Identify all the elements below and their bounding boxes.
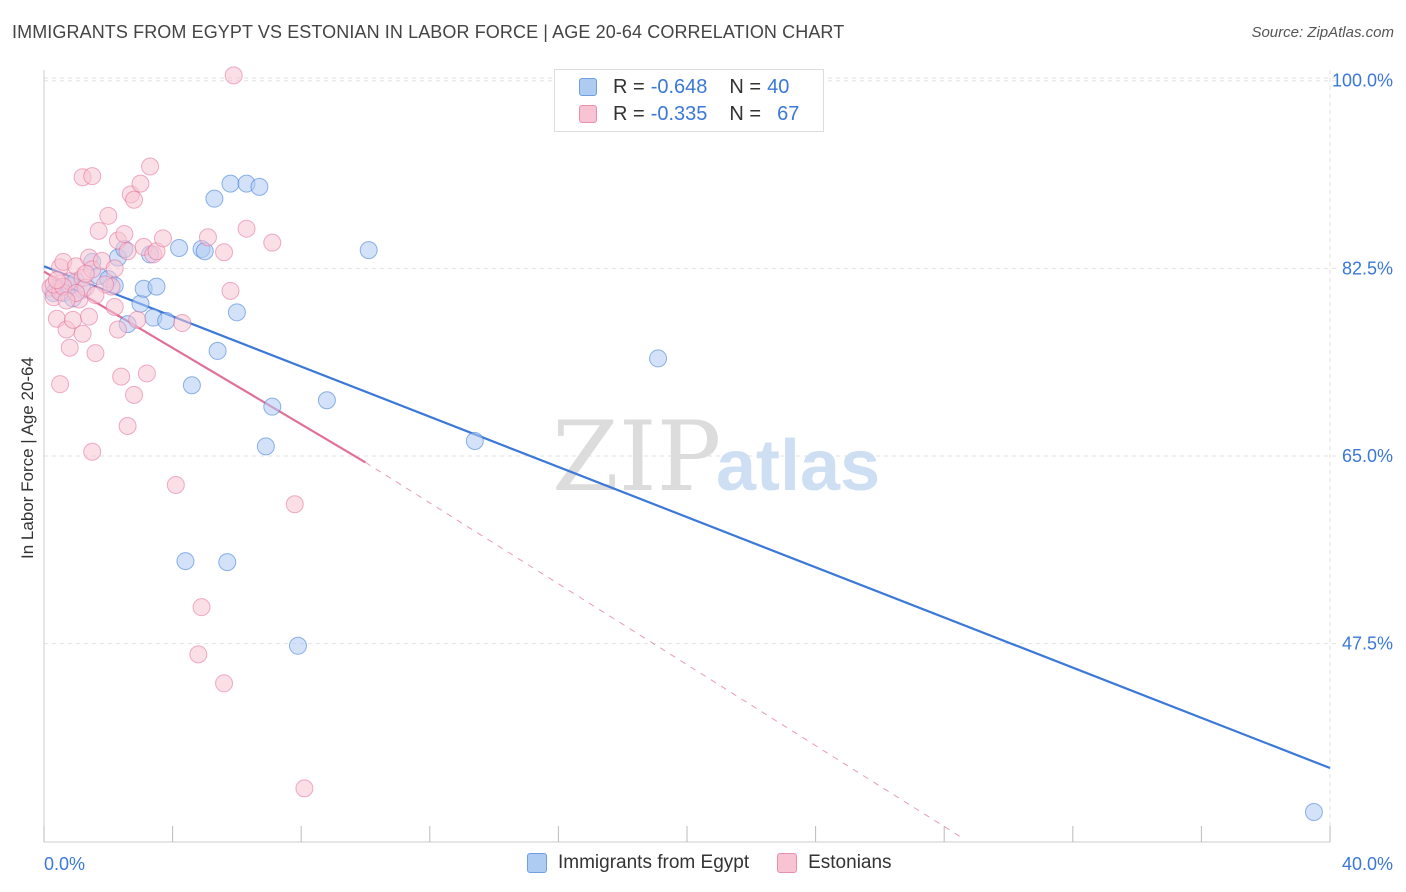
data-point-egypt	[157, 311, 176, 330]
x-tick-label: 40.0%	[1342, 854, 1393, 874]
data-point-estonians	[47, 271, 66, 290]
data-point-egypt	[465, 431, 484, 450]
data-point-egypt	[359, 241, 378, 260]
data-point-estonians	[118, 242, 137, 261]
chart-title: IMMIGRANTS FROM EGYPT VS ESTONIAN IN LAB…	[12, 22, 845, 42]
data-point-egypt	[288, 636, 307, 655]
watermark-zip: ZIP	[552, 401, 721, 513]
legend-swatch-estonians	[579, 105, 597, 123]
data-point-egypt	[1304, 802, 1323, 821]
trendline-extension-estonians	[365, 462, 961, 838]
data-point-egypt	[317, 391, 336, 410]
data-point-estonians	[108, 320, 127, 339]
legend-n-label: N =	[729, 75, 762, 98]
y-tick-label: 65.0%	[1342, 446, 1393, 466]
data-point-estonians	[118, 416, 137, 435]
legend-n-value-egypt: 40	[767, 75, 790, 98]
series-swatch-estonians	[777, 853, 798, 873]
data-point-estonians	[105, 297, 124, 316]
watermark-atlas: atlas	[716, 426, 880, 506]
data-point-egypt	[170, 238, 189, 257]
data-point-estonians	[198, 228, 217, 247]
data-point-estonians	[173, 314, 192, 333]
data-point-egypt	[221, 174, 240, 193]
data-point-egypt	[250, 177, 269, 196]
data-point-estonians	[221, 281, 240, 300]
source-label: Source: ZipAtlas.com	[1251, 24, 1394, 41]
y-tick-label: 82.5%	[1342, 258, 1393, 278]
data-point-estonians	[86, 344, 105, 363]
data-point-egypt	[205, 189, 224, 208]
data-point-estonians	[83, 442, 102, 461]
series-legend: Immigrants from Egypt Estonians	[527, 852, 920, 874]
data-point-estonians	[83, 167, 102, 186]
data-point-estonians	[192, 598, 211, 617]
legend-swatch-egypt	[579, 78, 597, 96]
data-point-egypt	[182, 376, 201, 395]
data-point-estonians	[295, 779, 314, 798]
legend-r-label: R =	[613, 75, 645, 98]
data-point-estonians	[76, 264, 95, 283]
data-point-estonians	[224, 66, 243, 85]
data-point-estonians	[89, 221, 108, 240]
data-point-estonians	[73, 324, 92, 343]
legend-n-label: N =	[729, 102, 762, 125]
data-point-estonians	[285, 495, 304, 514]
data-point-egypt	[208, 341, 227, 360]
legend-r-label: R =	[613, 102, 645, 125]
data-point-estonians	[112, 367, 131, 386]
data-point-estonians	[60, 338, 79, 357]
trend-layer	[43, 265, 1331, 838]
trendline-egypt	[43, 265, 1331, 770]
axis-layer: 47.5% 65.0% 82.5% 100.0% 0.0% 40.0%	[43, 70, 1393, 874]
data-point-estonians	[141, 157, 160, 176]
legend-row-estonians: R = -0.335 N = 67	[579, 101, 799, 127]
data-point-estonians	[131, 174, 150, 193]
grid-layer	[44, 70, 1338, 842]
series-label-estonians: Estonians	[808, 852, 892, 873]
data-point-estonians	[153, 229, 172, 248]
y-tick-label: 100.0%	[1332, 71, 1393, 91]
data-point-estonians	[99, 206, 118, 225]
series-legend-egypt[interactable]: Immigrants from Egypt	[527, 852, 749, 874]
data-point-estonians	[57, 291, 76, 310]
data-point-estonians	[237, 219, 256, 238]
data-point-estonians	[105, 259, 124, 278]
x-tick-label: 0.0%	[44, 854, 85, 874]
data-point-estonians	[125, 385, 144, 404]
data-point-egypt	[147, 277, 166, 296]
legend-r-value-egypt: -0.648	[650, 75, 708, 98]
legend-n-value-estonians: 67	[777, 102, 800, 125]
y-tick-label: 47.5%	[1342, 634, 1393, 654]
data-point-egypt	[131, 294, 150, 313]
data-point-estonians	[166, 475, 185, 494]
y-axis-label: In Labor Force | Age 20-64	[18, 357, 37, 559]
data-point-estonians	[215, 243, 234, 262]
data-point-estonians	[80, 307, 99, 326]
data-point-estonians	[137, 364, 156, 383]
legend-row-egypt: R = -0.648 N = 40	[579, 74, 789, 100]
data-point-egypt	[218, 553, 237, 572]
data-point-estonians	[215, 674, 234, 693]
correlation-legend: R = -0.648 N = 40 R = -0.335 N = 67	[554, 69, 824, 132]
data-point-estonians	[263, 233, 282, 252]
data-point-estonians	[86, 286, 105, 305]
data-point-estonians	[125, 190, 144, 209]
data-point-estonians	[115, 225, 134, 244]
data-point-egypt	[256, 437, 275, 456]
legend-r-value-estonians: -0.335	[650, 102, 708, 125]
data-point-egypt	[176, 552, 195, 571]
data-point-egypt	[649, 349, 668, 368]
data-point-egypt	[263, 397, 282, 416]
series-swatch-egypt	[527, 853, 547, 873]
data-point-egypt	[227, 303, 246, 322]
data-point-estonians	[128, 310, 147, 329]
series-label-egypt: Immigrants from Egypt	[558, 852, 750, 873]
data-point-estonians	[51, 375, 70, 394]
point-layer	[41, 66, 1323, 821]
data-point-estonians	[189, 645, 208, 664]
series-legend-estonians[interactable]: Estonians	[777, 852, 892, 874]
